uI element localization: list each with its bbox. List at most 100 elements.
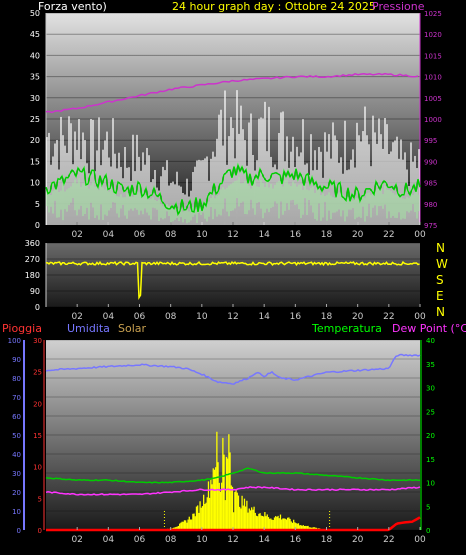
wind-ytick-label: 15 [30, 157, 40, 166]
weather-xtick-label: 02 [71, 535, 82, 545]
temperature-ytick-label: 25 [426, 408, 435, 416]
rain-ytick-label: 0 [38, 527, 42, 535]
direction-plot-area [46, 243, 420, 307]
direction-xtick-label: 10 [196, 312, 208, 322]
wind-xtick-label: 02 [71, 230, 82, 240]
compass-label-n: N [436, 241, 445, 255]
weather-xtick-label: 00 [414, 535, 426, 545]
weather-xtick-label: 10 [196, 535, 208, 545]
temperature-ytick-label: 40 [426, 337, 435, 345]
rain-ytick-label: 25 [33, 369, 42, 377]
dewpoint-line [45, 485, 421, 496]
temperature-line [45, 467, 420, 484]
compass-label-n2: N [436, 305, 445, 319]
compass-label-e: E [436, 289, 444, 303]
humidity-label: Umidita [67, 322, 110, 335]
direction-xtick-label: 04 [103, 312, 115, 322]
wind-xtick-label: 00 [414, 230, 426, 240]
direction-xtick-label: 18 [321, 312, 333, 322]
direction-xtick-label: 12 [227, 312, 238, 322]
wind-xtick-label: 16 [290, 230, 302, 240]
humidity-ytick-label: 80 [12, 375, 21, 383]
temperature-ytick-label: 20 [426, 432, 435, 440]
pressure-ytick-label: 985 [424, 180, 437, 188]
pressure-ytick-label: 980 [424, 201, 437, 209]
rain-ytick-label: 15 [33, 432, 42, 440]
wind-ytick-label: 45 [30, 30, 40, 39]
temperature-ytick-label: 35 [426, 361, 435, 369]
wind-ytick-label: 5 [35, 200, 40, 209]
wind-average-line [45, 162, 421, 217]
humidity-ytick-label: 10 [12, 508, 21, 516]
wind-xtick-label: 06 [134, 230, 146, 240]
rain-ytick-label: 5 [38, 495, 42, 503]
pressure-label: Pressione [372, 0, 425, 13]
direction-ytick-label: 0 [35, 303, 40, 312]
wind-ytick-label: 10 [30, 179, 40, 188]
solar-label: Solar [118, 322, 147, 335]
wind-ytick-label: 20 [30, 136, 40, 145]
wind-xtick-label: 08 [165, 230, 177, 240]
rain-ytick-label: 20 [33, 400, 42, 408]
wind-ytick-label: 35 [30, 73, 40, 82]
direction-ytick-label: 360 [25, 239, 40, 248]
temperature-ytick-label: 15 [426, 456, 435, 464]
wind-label: Forza vento) [38, 0, 107, 13]
direction-xtick-label: 14 [258, 312, 270, 322]
direction-xtick-label: 06 [134, 312, 146, 322]
wind-ytick-label: 50 [30, 9, 40, 18]
direction-ytick-label: 180 [25, 271, 40, 280]
wind-ytick-label: 40 [30, 51, 40, 60]
direction-xtick-label: 02 [71, 312, 82, 322]
weather-xtick-label: 18 [321, 535, 333, 545]
dewpoint-label: Dew Point (°C) [392, 322, 466, 335]
rain-ytick-label: 10 [33, 464, 42, 472]
wind-xtick-label: 20 [352, 230, 364, 240]
pressure-ytick-label: 1015 [424, 52, 442, 60]
pressure-ytick-label: 1000 [424, 116, 442, 124]
weather-xtick-label: 22 [383, 535, 394, 545]
pressure-ytick-label: 1010 [424, 74, 442, 82]
pressure-ytick-label: 1020 [424, 31, 442, 39]
wind-ytick-label: 25 [30, 115, 40, 124]
wind-ytick-label: 0 [35, 221, 40, 230]
pressure-ytick-label: 990 [424, 158, 437, 166]
humidity-ytick-label: 100 [8, 337, 21, 345]
humidity-ytick-label: 0 [17, 527, 21, 535]
weather-xtick-label: 04 [103, 535, 115, 545]
compass-label-s: S [436, 273, 444, 287]
humidity-ytick-label: 40 [12, 451, 21, 459]
direction-xtick-label: 16 [290, 312, 302, 322]
wind-direction-line [45, 260, 420, 300]
direction-ytick-label: 270 [25, 255, 40, 264]
humidity-line [45, 353, 421, 385]
rain-ytick-label: 30 [33, 337, 42, 345]
pressure-ytick-label: 975 [424, 222, 437, 230]
wind-ytick-label: 30 [30, 94, 40, 103]
humidity-ytick-label: 70 [12, 394, 21, 402]
direction-xtick-label: 00 [414, 312, 426, 322]
direction-ytick-label: 90 [30, 287, 40, 296]
pressure-ytick-label: 995 [424, 137, 437, 145]
chart-title: 24 hour graph day : Ottobre 24 2025 [172, 0, 376, 13]
wind-xtick-label: 10 [196, 230, 208, 240]
direction-xtick-label: 08 [165, 312, 177, 322]
humidity-ytick-label: 20 [12, 489, 21, 497]
temperature-ytick-label: 0 [426, 527, 430, 535]
direction-xtick-label: 22 [383, 312, 394, 322]
pressure-line [45, 72, 419, 114]
temperature-ytick-label: 30 [426, 385, 435, 393]
rain-label: Pioggia [2, 322, 42, 335]
wind-xtick-label: 18 [321, 230, 333, 240]
weather-xtick-label: 06 [134, 535, 146, 545]
humidity-ytick-label: 30 [12, 470, 21, 478]
weather-xtick-label: 14 [258, 535, 270, 545]
wind-xtick-label: 14 [258, 230, 270, 240]
wind-xtick-label: 12 [227, 230, 238, 240]
pressure-ytick-label: 1025 [424, 10, 442, 18]
pressure-ytick-label: 1005 [424, 95, 442, 103]
temperature-label: Temperatura [311, 322, 382, 335]
weather-xtick-label: 20 [352, 535, 364, 545]
weather-xtick-label: 08 [165, 535, 177, 545]
